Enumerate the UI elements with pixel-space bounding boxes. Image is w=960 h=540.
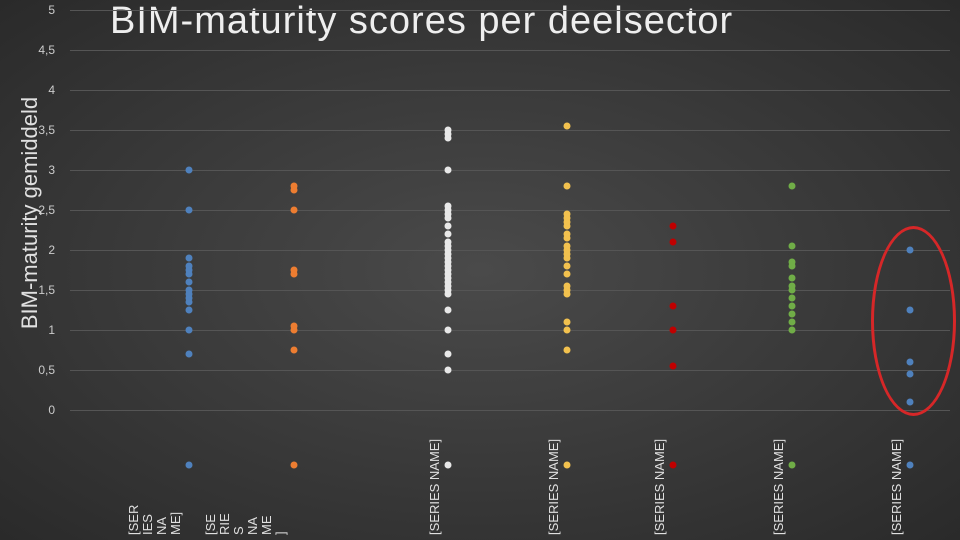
data-point: [445, 135, 452, 142]
data-point: [185, 271, 192, 278]
y-tick-label: 1: [15, 323, 55, 337]
grid-line: [70, 250, 950, 251]
grid-line: [70, 130, 950, 131]
data-point: [564, 183, 571, 190]
x-tick-label: [SER IES NA ME]: [127, 505, 183, 535]
grid-line: [70, 330, 950, 331]
data-point: [445, 291, 452, 298]
data-point: [185, 327, 192, 334]
data-point: [669, 327, 676, 334]
y-tick-label: 1,5: [15, 283, 55, 297]
data-point: [788, 311, 795, 318]
data-point: [291, 327, 298, 334]
data-point: [564, 319, 571, 326]
data-point: [185, 167, 192, 174]
data-point: [185, 307, 192, 314]
data-point: [445, 351, 452, 358]
legend-marker: [445, 462, 452, 469]
data-point: [669, 223, 676, 230]
data-point: [788, 275, 795, 282]
data-point: [788, 319, 795, 326]
data-point: [788, 183, 795, 190]
data-point: [291, 207, 298, 214]
y-tick-label: 3: [15, 163, 55, 177]
x-tick-label: [SERIES NAME]: [653, 439, 667, 535]
data-point: [185, 207, 192, 214]
data-point: [185, 351, 192, 358]
grid-line: [70, 370, 950, 371]
grid-line: [70, 290, 950, 291]
data-point: [445, 223, 452, 230]
data-point: [564, 263, 571, 270]
x-tick-label: [SERIES NAME]: [772, 439, 786, 535]
data-point: [788, 287, 795, 294]
data-point: [291, 187, 298, 194]
data-point: [185, 279, 192, 286]
grid-line: [70, 210, 950, 211]
data-point: [564, 347, 571, 354]
y-tick-label: 0,5: [15, 363, 55, 377]
data-point: [788, 243, 795, 250]
legend-marker: [788, 462, 795, 469]
data-point: [788, 295, 795, 302]
data-point: [564, 255, 571, 262]
data-point: [564, 123, 571, 130]
legend-marker: [185, 462, 192, 469]
data-point: [564, 271, 571, 278]
data-point: [445, 367, 452, 374]
data-point: [564, 327, 571, 334]
grid-line: [70, 50, 950, 51]
y-tick-label: 4: [15, 83, 55, 97]
data-point: [445, 231, 452, 238]
data-point: [291, 347, 298, 354]
y-tick-label: 2,5: [15, 203, 55, 217]
data-point: [669, 303, 676, 310]
y-tick-label: 0: [15, 403, 55, 417]
data-point: [669, 239, 676, 246]
data-point: [445, 307, 452, 314]
legend-marker: [669, 462, 676, 469]
data-point: [788, 263, 795, 270]
plot-area: 00,511,522,533,544,55: [70, 10, 950, 410]
scatter-chart: BIM-maturity scores per deelsector BIM-m…: [0, 0, 960, 540]
data-point: [185, 299, 192, 306]
annotation-ellipse: [871, 226, 956, 416]
legend-marker: [564, 462, 571, 469]
x-tick-label: [SERIES NAME]: [890, 439, 904, 535]
data-point: [564, 235, 571, 242]
grid-line: [70, 410, 950, 411]
x-tick-label: [SE RIE S NA ME ]: [204, 513, 288, 535]
x-tick-label: [SERIES NAME]: [547, 439, 561, 535]
data-point: [185, 255, 192, 262]
data-point: [788, 303, 795, 310]
data-point: [564, 223, 571, 230]
data-point: [669, 363, 676, 370]
data-point: [564, 291, 571, 298]
data-point: [445, 167, 452, 174]
data-point: [445, 215, 452, 222]
y-tick-label: 4,5: [15, 43, 55, 57]
grid-line: [70, 90, 950, 91]
legend-marker: [907, 462, 914, 469]
y-tick-label: 2: [15, 243, 55, 257]
grid-line: [70, 170, 950, 171]
y-tick-label: 5: [15, 3, 55, 17]
legend-marker: [291, 462, 298, 469]
y-tick-label: 3,5: [15, 123, 55, 137]
grid-line: [70, 10, 950, 11]
data-point: [445, 327, 452, 334]
data-point: [788, 327, 795, 334]
x-axis-labels: [SER IES NA ME] [SE RIE S NA ME ] [SERIES …: [70, 425, 950, 535]
x-tick-label: [SERIES NAME]: [428, 439, 442, 535]
data-point: [291, 271, 298, 278]
